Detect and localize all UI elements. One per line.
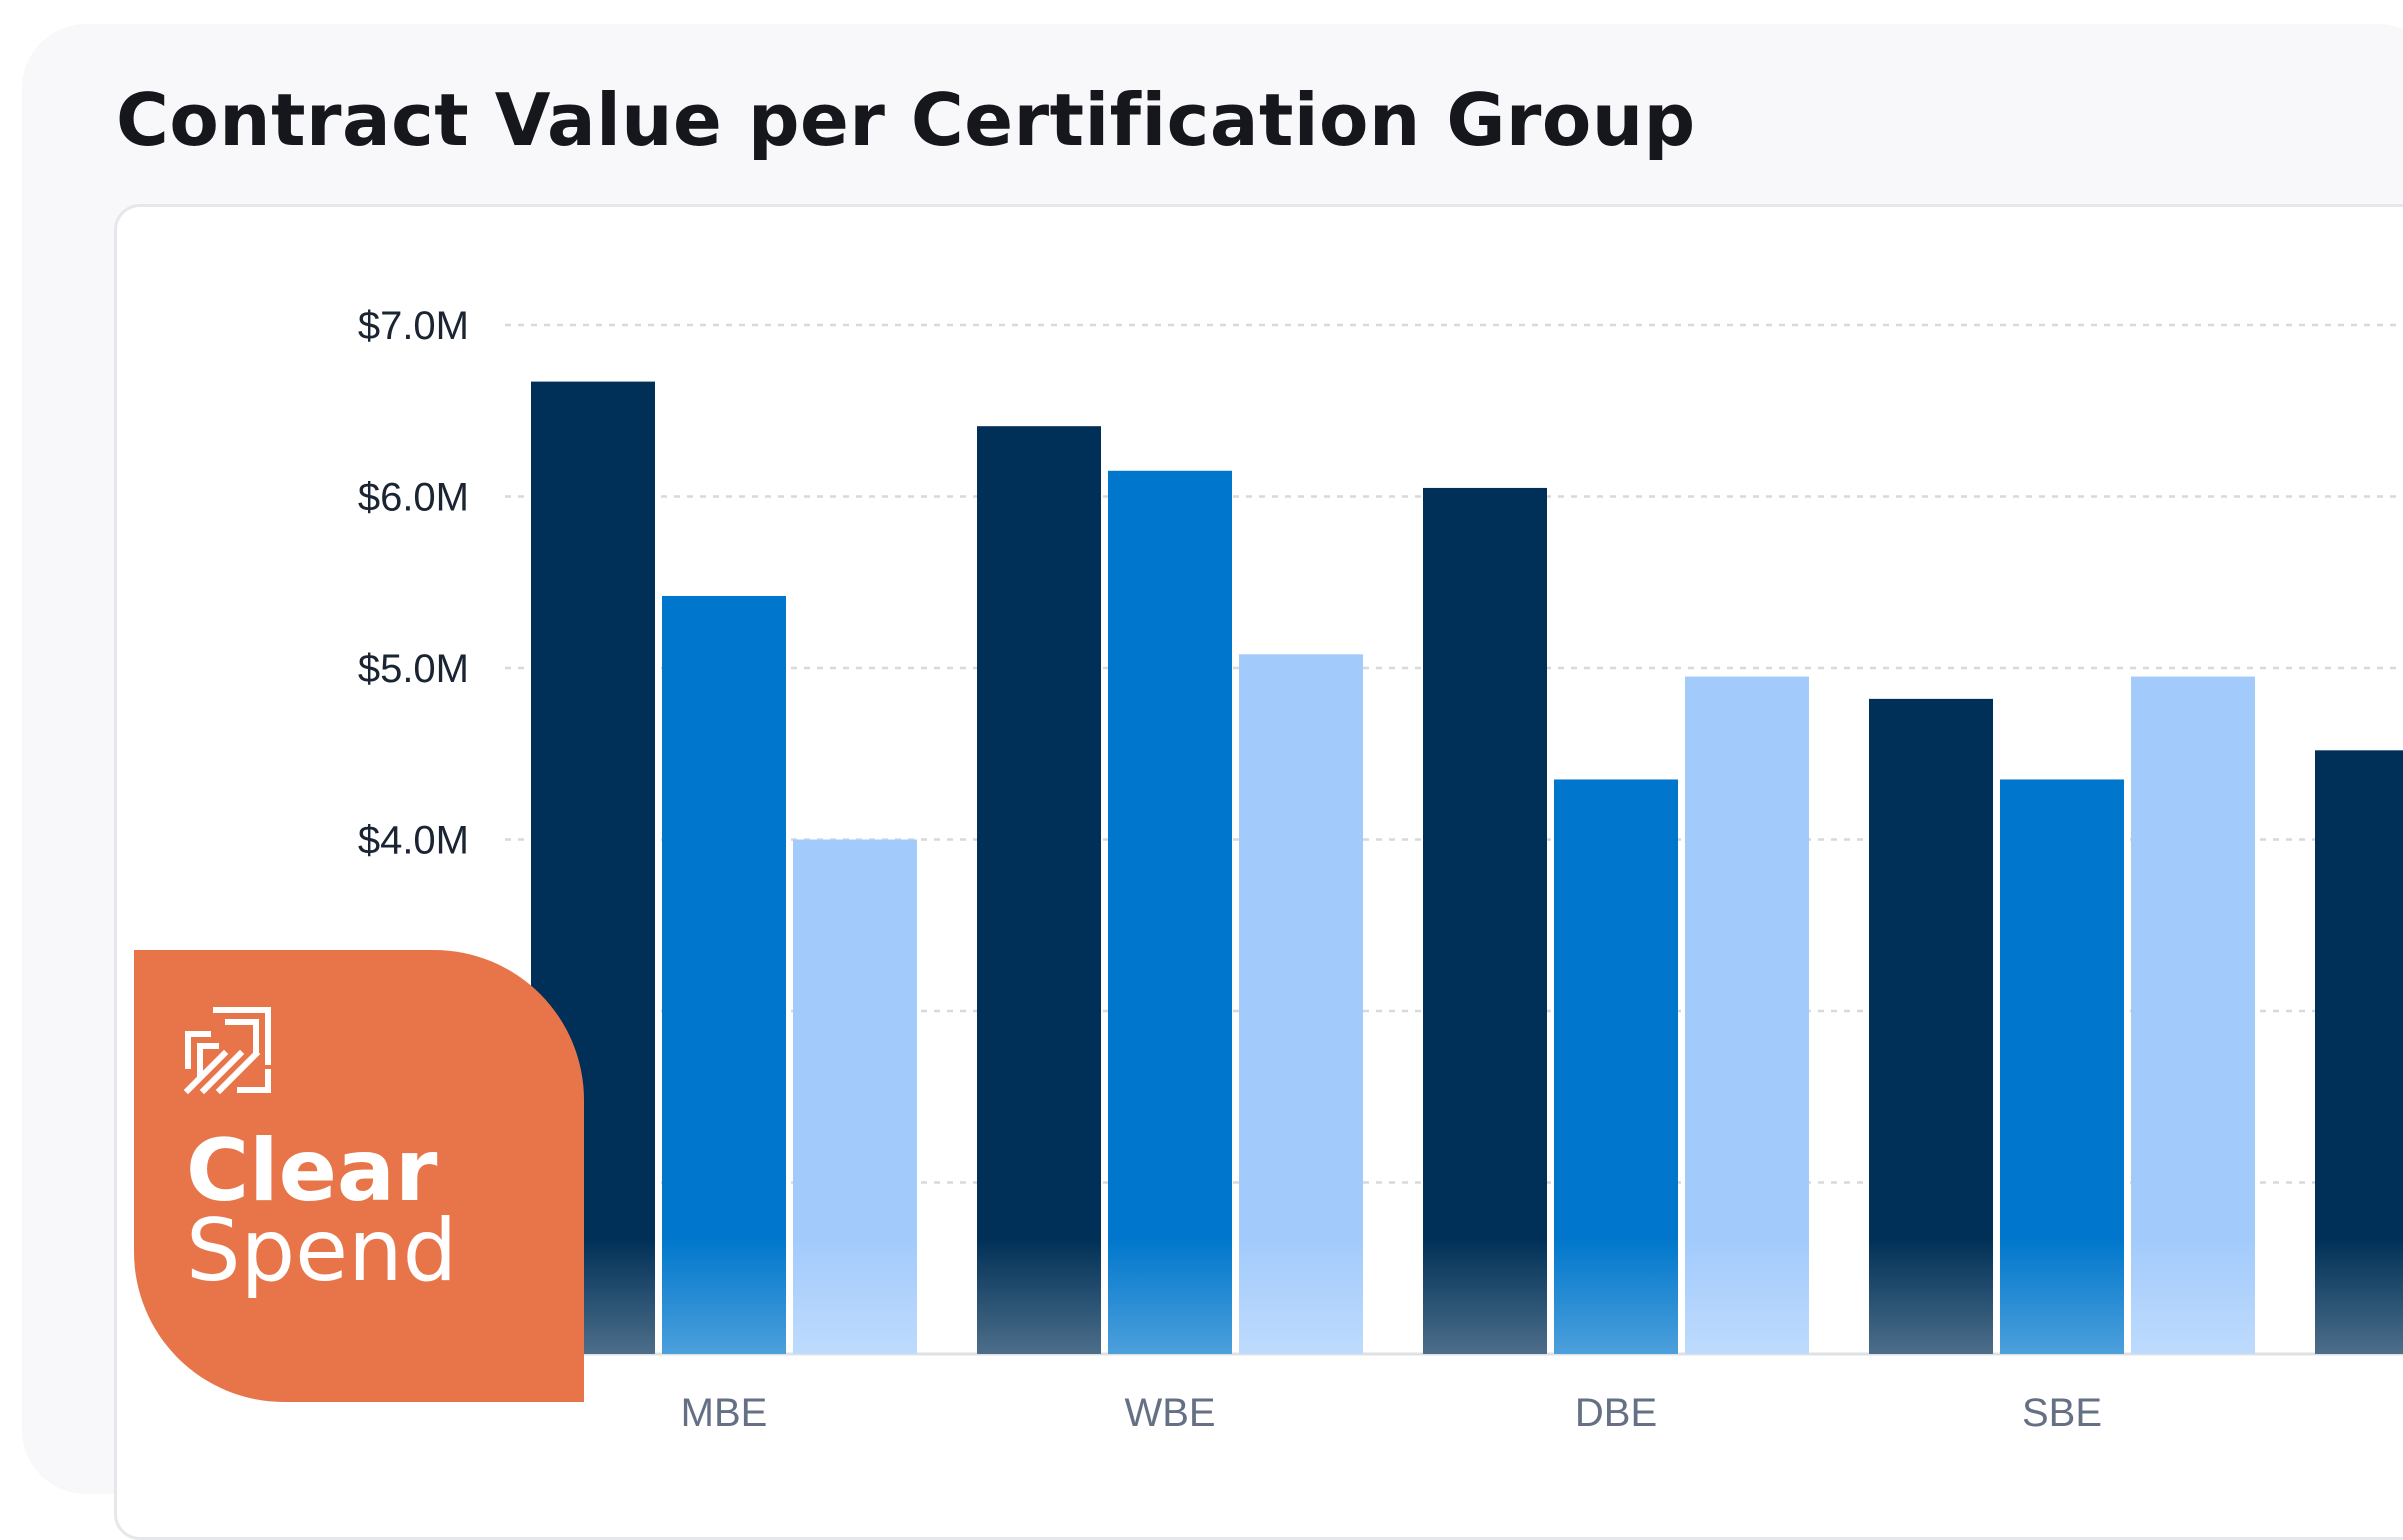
bar-fade <box>1685 1238 1809 1354</box>
x-category-label: SBE <box>2022 1391 2102 1435</box>
bar <box>1423 487 1547 1354</box>
logo-word-clear: Clear <box>186 1121 438 1221</box>
bar <box>1239 654 1363 1354</box>
bar-fade <box>1869 1238 1993 1354</box>
y-tick-label: $7.0M <box>358 304 469 348</box>
x-category-label: DBE <box>1575 1391 1657 1435</box>
bar-fade <box>2315 1238 2403 1354</box>
plot-area: $4.0M $5.0M $6.0M $7.0M MBE WBE DBE SBE <box>114 204 2403 1540</box>
x-category-label: WBE <box>1124 1391 1215 1435</box>
clearspend-mark-icon <box>184 1007 271 1094</box>
bar-fade <box>1108 1238 1232 1354</box>
bar-fade <box>1239 1238 1363 1354</box>
y-tick-label: $6.0M <box>358 476 469 520</box>
bar-chart: $4.0M $5.0M $6.0M $7.0M MBE WBE DBE SBE <box>358 304 2403 1435</box>
bar <box>977 426 1101 1354</box>
bar-fade <box>2000 1238 2124 1354</box>
bar-fade <box>1554 1238 1678 1354</box>
bar-fade <box>1423 1238 1547 1354</box>
bar-fade <box>977 1238 1101 1354</box>
y-tick-label: $4.0M <box>358 819 469 863</box>
bar-fade <box>793 1238 917 1354</box>
bar <box>662 595 786 1354</box>
x-category-label: MBE <box>681 1391 768 1435</box>
bar <box>1108 470 1232 1354</box>
logo-word-spend: Spend <box>186 1201 458 1301</box>
clearspend-logo: Clear Spend <box>134 950 584 1402</box>
bar-fade <box>2131 1238 2255 1354</box>
y-tick-label: $5.0M <box>358 647 469 691</box>
bar-fade <box>662 1238 786 1354</box>
chart-title: Contract Value per Certification Group <box>116 78 1696 162</box>
